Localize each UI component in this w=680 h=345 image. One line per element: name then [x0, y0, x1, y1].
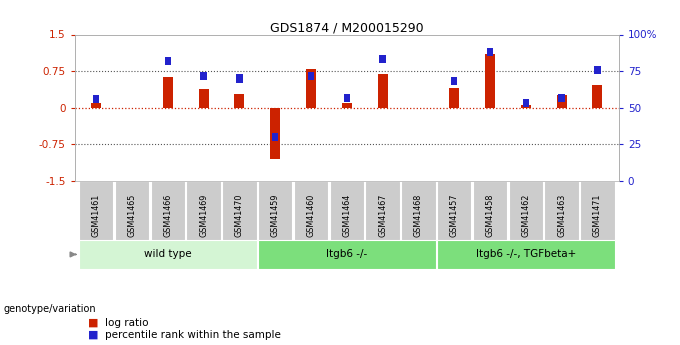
Bar [258, 181, 292, 240]
Bar [186, 181, 221, 240]
Text: ■: ■ [88, 318, 99, 327]
Bar [342, 103, 352, 108]
Bar [451, 77, 458, 86]
Text: log ratio: log ratio [105, 318, 149, 327]
Bar [365, 181, 400, 240]
Text: GSM41457: GSM41457 [449, 193, 459, 237]
Bar [558, 93, 565, 101]
Bar [258, 240, 436, 269]
Text: GSM41465: GSM41465 [128, 194, 137, 237]
Bar [377, 73, 388, 108]
Text: GSM41462: GSM41462 [522, 194, 530, 237]
Bar [401, 181, 436, 240]
Bar [485, 54, 495, 108]
Bar [294, 181, 328, 240]
Bar [163, 77, 173, 108]
Bar [556, 95, 566, 108]
Bar [235, 94, 244, 108]
Text: percentile rank within the sample: percentile rank within the sample [105, 330, 282, 339]
Bar [521, 105, 531, 108]
Bar [437, 181, 471, 240]
Bar [236, 75, 243, 82]
Text: GSM41460: GSM41460 [307, 194, 316, 237]
Bar [522, 99, 529, 107]
Bar [592, 85, 602, 108]
Bar [379, 56, 386, 63]
Bar [487, 48, 493, 56]
Text: GSM41471: GSM41471 [593, 194, 602, 237]
Text: GSM41463: GSM41463 [557, 194, 566, 237]
Bar [343, 93, 350, 101]
Bar [222, 181, 256, 240]
Bar [79, 240, 256, 269]
Bar [308, 71, 314, 80]
Bar [79, 181, 114, 240]
Text: genotype/variation: genotype/variation [3, 304, 96, 314]
Bar [93, 95, 99, 103]
Bar [545, 181, 579, 240]
Text: ltgb6 -/-, TGFbeta+: ltgb6 -/-, TGFbeta+ [475, 249, 576, 259]
Text: GSM41469: GSM41469 [199, 194, 208, 237]
Bar [306, 69, 316, 108]
Bar [115, 181, 149, 240]
Bar [509, 181, 543, 240]
Text: GSM41459: GSM41459 [271, 193, 279, 237]
Bar [91, 103, 101, 108]
Bar [437, 240, 615, 269]
Bar [473, 181, 507, 240]
Bar [199, 89, 209, 108]
Text: GSM41467: GSM41467 [378, 194, 387, 237]
Bar [201, 71, 207, 80]
Bar [580, 181, 615, 240]
Bar [151, 181, 185, 240]
Title: GDS1874 / M200015290: GDS1874 / M200015290 [270, 21, 424, 34]
Bar [449, 88, 459, 108]
Text: ■: ■ [88, 330, 99, 339]
Bar [270, 108, 280, 159]
Bar [594, 66, 600, 74]
Bar [165, 57, 171, 65]
Bar [330, 181, 364, 240]
Text: GSM41470: GSM41470 [235, 194, 244, 237]
Text: GSM41464: GSM41464 [342, 194, 352, 237]
Text: ltgb6 -/-: ltgb6 -/- [326, 249, 367, 259]
Text: GSM41466: GSM41466 [163, 194, 172, 237]
Text: GSM41461: GSM41461 [92, 194, 101, 237]
Text: GSM41458: GSM41458 [486, 194, 494, 237]
Bar [272, 133, 278, 141]
Text: GSM41468: GSM41468 [414, 194, 423, 237]
Text: wild type: wild type [144, 249, 192, 259]
